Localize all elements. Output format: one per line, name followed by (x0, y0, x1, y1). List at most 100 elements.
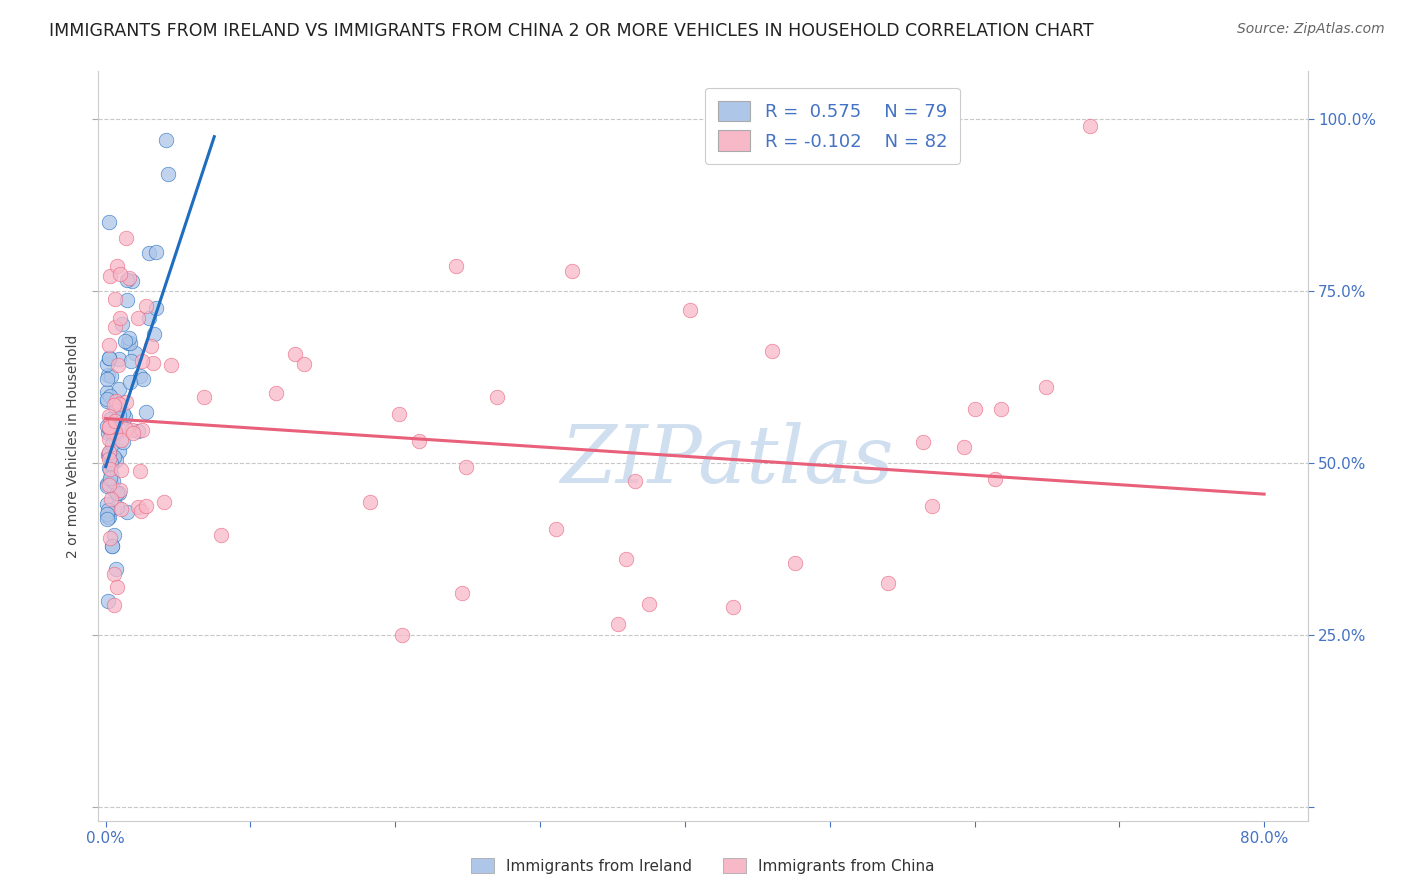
Point (115, 293, 138, 308)
Point (117, 504, 139, 518)
Point (104, 320, 127, 334)
Point (97, 460, 120, 475)
Point (103, 398, 125, 412)
Point (193, 390, 215, 404)
Point (105, 500, 128, 515)
Point (96, 372, 118, 386)
Point (97, 426, 120, 441)
Point (100, 369, 122, 384)
Point (912, 434, 935, 449)
Point (359, 494, 381, 508)
Point (963, 402, 986, 417)
Point (876, 575, 898, 590)
Point (485, 390, 508, 404)
Point (97, 215, 120, 229)
Point (388, 407, 411, 421)
Point (98, 411, 121, 425)
Point (614, 551, 637, 566)
Point (100, 531, 122, 545)
Point (97, 502, 120, 516)
Point (101, 425, 124, 440)
Point (142, 356, 165, 370)
Point (101, 437, 124, 451)
Point (108, 483, 131, 497)
Point (108, 351, 131, 366)
Point (721, 599, 744, 614)
Point (105, 453, 128, 467)
Point (97, 510, 120, 524)
Point (107, 382, 129, 396)
Point (96, 476, 118, 491)
Point (96, 384, 118, 399)
Point (98, 338, 121, 352)
Point (103, 483, 125, 498)
Point (679, 303, 702, 318)
Text: IMMIGRANTS FROM IRELAND VS IMMIGRANTS FROM CHINA 2 OR MORE VEHICLES IN HOUSEHOLD: IMMIGRANTS FROM IRELAND VS IMMIGRANTS FR… (49, 22, 1094, 40)
Point (921, 499, 943, 513)
Point (97, 419, 120, 434)
Point (131, 423, 153, 437)
Point (139, 339, 162, 353)
Point (561, 264, 583, 278)
Point (624, 475, 647, 489)
Point (264, 386, 287, 401)
Point (104, 425, 127, 439)
Point (108, 268, 131, 282)
Point (97, 409, 120, 423)
Point (108, 486, 131, 500)
Point (97, 451, 120, 466)
Point (108, 443, 131, 458)
Point (96, 593, 118, 607)
Point (110, 501, 132, 516)
Point (983, 472, 1005, 486)
Point (105, 427, 128, 442)
Point (127, 311, 149, 326)
Point (1035, 380, 1057, 394)
Text: ZIPatlas: ZIPatlas (561, 422, 894, 500)
Point (110, 419, 132, 434)
Point (96, 512, 118, 526)
Point (100, 458, 122, 472)
Point (97, 448, 120, 462)
Point (97, 510, 120, 524)
Point (131, 372, 153, 386)
Point (127, 424, 149, 438)
Point (160, 358, 183, 372)
Point (96, 479, 118, 493)
Point (145, 301, 167, 316)
Point (101, 539, 124, 553)
Point (100, 389, 122, 403)
Point (451, 586, 474, 600)
Point (284, 347, 307, 361)
Point (103, 528, 125, 542)
Point (98, 471, 121, 485)
Point (131, 504, 153, 518)
Point (607, 616, 630, 631)
Point (135, 404, 157, 418)
Point (1080, 120, 1102, 134)
Point (110, 463, 132, 477)
Point (990, 402, 1012, 417)
Point (128, 464, 150, 478)
Point (456, 460, 478, 475)
Point (104, 292, 127, 306)
Point (115, 395, 138, 409)
Point (131, 354, 153, 368)
Point (100, 492, 122, 507)
Point (100, 425, 122, 439)
Point (155, 133, 177, 147)
Point (783, 557, 806, 571)
Point (544, 523, 567, 537)
Point (96, 497, 118, 511)
Point (108, 397, 131, 411)
Point (104, 401, 127, 416)
Point (112, 435, 135, 450)
Point (115, 422, 138, 436)
Point (120, 354, 142, 368)
Point (143, 326, 166, 341)
Point (110, 434, 132, 448)
Point (97, 351, 120, 365)
Point (135, 299, 157, 313)
Point (118, 331, 141, 345)
Point (105, 485, 128, 500)
